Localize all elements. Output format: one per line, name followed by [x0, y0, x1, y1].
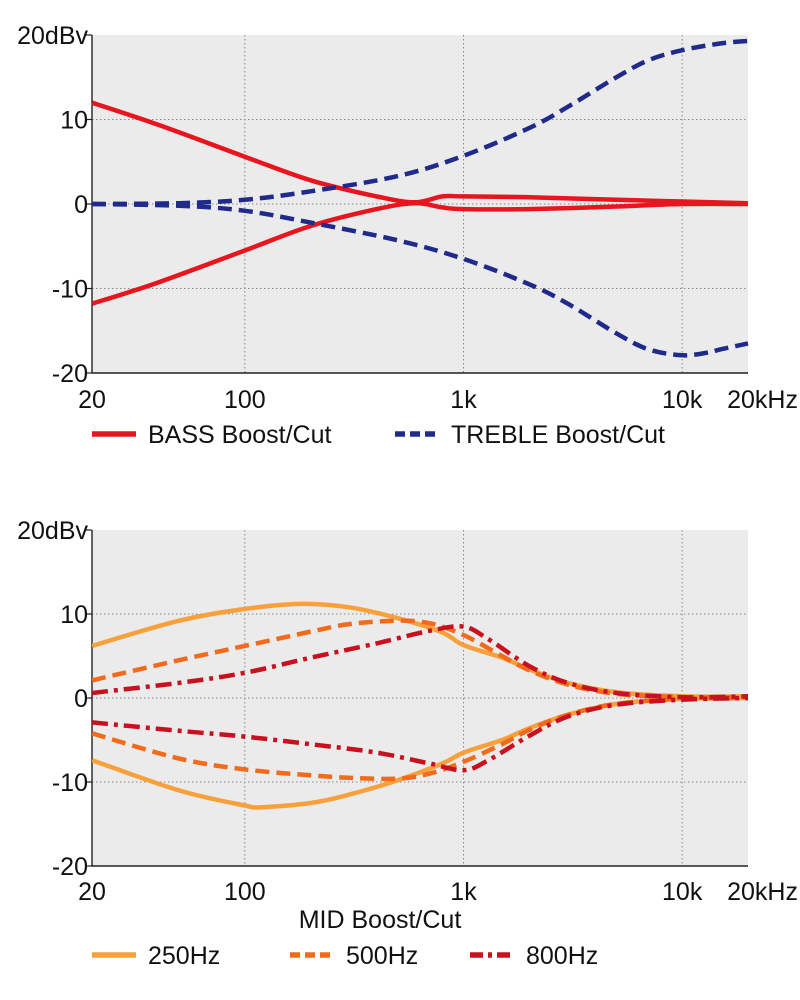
x-tick-label: 100 — [224, 386, 266, 414]
series-line-bass-boost-cut — [92, 200, 749, 306]
x-tick-label: 20 — [78, 878, 106, 906]
y-tick-label: -10 — [52, 769, 88, 797]
x-tick-label: 10k — [662, 386, 703, 414]
legend-label: 250Hz — [148, 942, 220, 970]
series-line-500hz — [92, 618, 749, 700]
legend-item: TREBLE Boost/Cut — [395, 421, 665, 449]
series-line-bass-boost-cut — [92, 100, 749, 206]
legend-label: 800Hz — [526, 942, 598, 970]
x-tick-label: 10k — [662, 878, 703, 906]
legend-label: TREBLE Boost/Cut — [451, 421, 665, 449]
series-line-800hz — [92, 624, 749, 700]
y-tick-label: 0 — [74, 191, 88, 219]
y-tick-label: 10 — [60, 601, 88, 629]
legend-item: BASS Boost/Cut — [92, 421, 331, 449]
y-tick-label: -20 — [52, 360, 88, 388]
y-tick-label: -20 — [52, 853, 88, 881]
series-line-500hz — [92, 695, 749, 782]
series-line-treble-boost-cut — [92, 38, 749, 207]
series-line-treble-boost-cut — [92, 201, 749, 358]
legend-label: 500Hz — [346, 942, 418, 970]
axes-frame — [91, 35, 748, 374]
x-tick-label: 1k — [450, 386, 477, 414]
y-tick-label: -10 — [52, 276, 88, 304]
legend-label: BASS Boost/Cut — [148, 421, 331, 449]
x-axis-label: MID Boost/Cut — [299, 906, 462, 934]
y-tick-label: 20dBv — [17, 517, 88, 545]
x-tick-label: 20kHz — [727, 878, 798, 906]
x-tick-label: 100 — [224, 878, 266, 906]
x-tick-label: 20kHz — [727, 386, 798, 414]
axes-frame — [91, 530, 748, 867]
y-tick-label: 10 — [60, 107, 88, 135]
y-tick-label: 20dBv — [17, 22, 88, 50]
legend-item: 800Hz — [470, 942, 598, 970]
legend-item: 500Hz — [290, 942, 418, 970]
x-tick-label: 20 — [78, 386, 106, 414]
x-tick-label: 1k — [450, 878, 477, 906]
legend-item: 250Hz — [92, 942, 220, 970]
y-tick-label: 0 — [74, 685, 88, 713]
